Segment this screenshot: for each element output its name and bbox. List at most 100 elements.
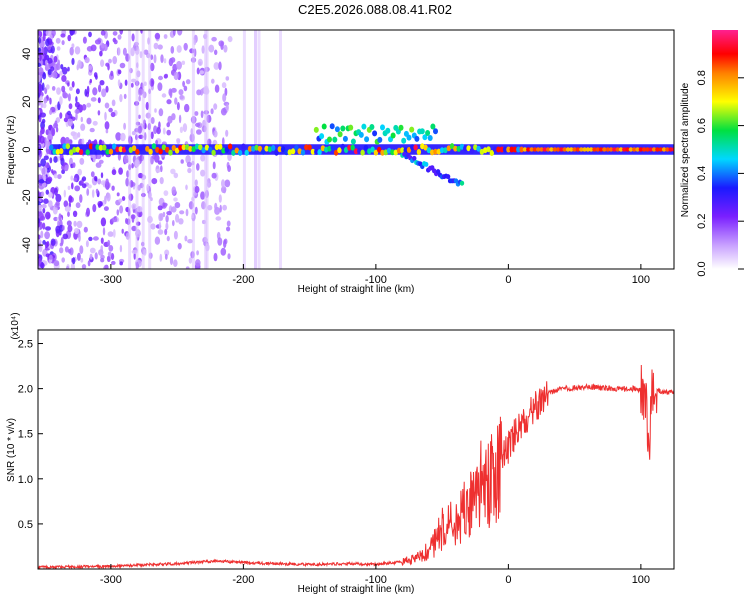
noise-blob bbox=[111, 169, 117, 176]
multipath-cell bbox=[348, 124, 354, 131]
carrier-cell bbox=[572, 147, 577, 152]
noise-blob bbox=[177, 30, 183, 36]
noise-blob bbox=[64, 164, 69, 171]
carrier-cell bbox=[569, 147, 574, 152]
carrier-cell bbox=[632, 147, 637, 152]
noise-blob bbox=[61, 257, 65, 263]
carrier-cell bbox=[125, 144, 130, 151]
noise-blob bbox=[222, 93, 227, 103]
noise-blob bbox=[66, 220, 72, 226]
noise-blob bbox=[130, 47, 135, 57]
noise-blob bbox=[55, 201, 60, 206]
branch-cell bbox=[424, 161, 429, 167]
noise-blob bbox=[118, 198, 123, 203]
noise-blob bbox=[46, 57, 53, 64]
carrier-cell bbox=[661, 147, 667, 152]
noise-blob bbox=[197, 58, 203, 66]
noise-blob bbox=[68, 195, 73, 203]
carrier-cell bbox=[635, 147, 640, 152]
noise-blob bbox=[47, 69, 52, 76]
carrier-cell bbox=[307, 144, 312, 151]
noise-blob bbox=[163, 190, 169, 197]
carrier-cell bbox=[234, 147, 239, 154]
multipath-cell bbox=[422, 134, 428, 141]
noise-blob bbox=[38, 204, 42, 212]
noise-blob bbox=[180, 159, 184, 164]
carrier-cell bbox=[68, 149, 74, 156]
spectrogram-y-ticks: -40 -20 0 20 40 bbox=[21, 48, 43, 253]
noise-blob bbox=[156, 127, 161, 135]
noise-blob bbox=[153, 54, 157, 64]
noise-blob bbox=[212, 161, 216, 170]
y-tick-label: -40 bbox=[21, 237, 33, 253]
carrier-cell bbox=[469, 147, 475, 154]
noise-blob bbox=[196, 163, 200, 171]
noise-blob bbox=[166, 235, 170, 242]
noise-blob bbox=[111, 185, 115, 191]
snr-x-ticks: -300 -200 -100 0 100 bbox=[100, 564, 650, 586]
carrier-cell bbox=[105, 148, 110, 155]
noise-blob bbox=[224, 179, 231, 188]
noise-blob bbox=[42, 208, 46, 214]
noise-blob bbox=[99, 80, 105, 86]
carrier-cell bbox=[449, 143, 455, 150]
noise-blob bbox=[51, 86, 56, 91]
carrier-cell bbox=[121, 146, 127, 153]
noise-blob bbox=[42, 240, 46, 245]
carrier-cell bbox=[330, 144, 335, 151]
noise-blob bbox=[187, 239, 193, 244]
noise-blob bbox=[194, 111, 199, 116]
carrier-cell bbox=[529, 147, 534, 152]
noise-blob bbox=[121, 228, 124, 234]
noise-blob bbox=[74, 101, 80, 108]
carrier-cell bbox=[82, 144, 87, 151]
multipath-cell bbox=[401, 137, 407, 144]
carrier-cell bbox=[102, 144, 107, 151]
noise-blob bbox=[67, 224, 73, 233]
y-tick-label: 40 bbox=[21, 48, 33, 60]
noise-blob bbox=[131, 78, 137, 83]
noise-blob bbox=[131, 162, 134, 169]
noise-blob bbox=[221, 186, 227, 194]
noise-blob bbox=[185, 208, 189, 217]
carrier-cell bbox=[198, 144, 203, 151]
noise-blob bbox=[95, 177, 98, 182]
noise-blob bbox=[150, 131, 154, 140]
multipath-cell bbox=[390, 132, 396, 139]
noise-blob bbox=[94, 39, 101, 45]
noise-blob bbox=[74, 185, 81, 192]
carrier-cell bbox=[294, 144, 299, 151]
noise-blob bbox=[38, 30, 43, 38]
noise-blob bbox=[107, 231, 114, 237]
noise-blob bbox=[153, 125, 158, 134]
carrier-cell bbox=[343, 147, 349, 153]
noise-blob bbox=[90, 44, 97, 52]
noise-blob bbox=[171, 87, 177, 93]
carrier-cell bbox=[218, 143, 223, 150]
y-tick-label: 1.0 bbox=[18, 474, 33, 486]
noise-blob bbox=[165, 222, 169, 230]
noise-blob bbox=[45, 226, 51, 231]
noise-blob bbox=[153, 42, 159, 50]
carrier-cell bbox=[314, 148, 319, 155]
noise-blob bbox=[213, 62, 220, 70]
carrier-cell bbox=[254, 144, 259, 151]
noise-blob bbox=[61, 66, 68, 75]
noise-blob bbox=[100, 59, 105, 67]
carrier-cell bbox=[95, 144, 100, 151]
noise-blob bbox=[84, 57, 90, 64]
carrier-cell bbox=[446, 145, 451, 152]
x-tick-label: -300 bbox=[100, 574, 122, 586]
noise-blob bbox=[226, 220, 231, 227]
noise-blob bbox=[157, 44, 163, 50]
noise-blob bbox=[104, 195, 107, 205]
noise-blob bbox=[227, 165, 232, 172]
noise-blob bbox=[70, 262, 75, 269]
carrier-cell bbox=[88, 143, 94, 150]
multipath-cell bbox=[313, 126, 319, 133]
noise-blob bbox=[44, 231, 50, 240]
noise-blob bbox=[184, 103, 190, 113]
noise-blob bbox=[88, 65, 93, 70]
noise-blob bbox=[69, 46, 74, 56]
noise-blob bbox=[80, 116, 84, 123]
